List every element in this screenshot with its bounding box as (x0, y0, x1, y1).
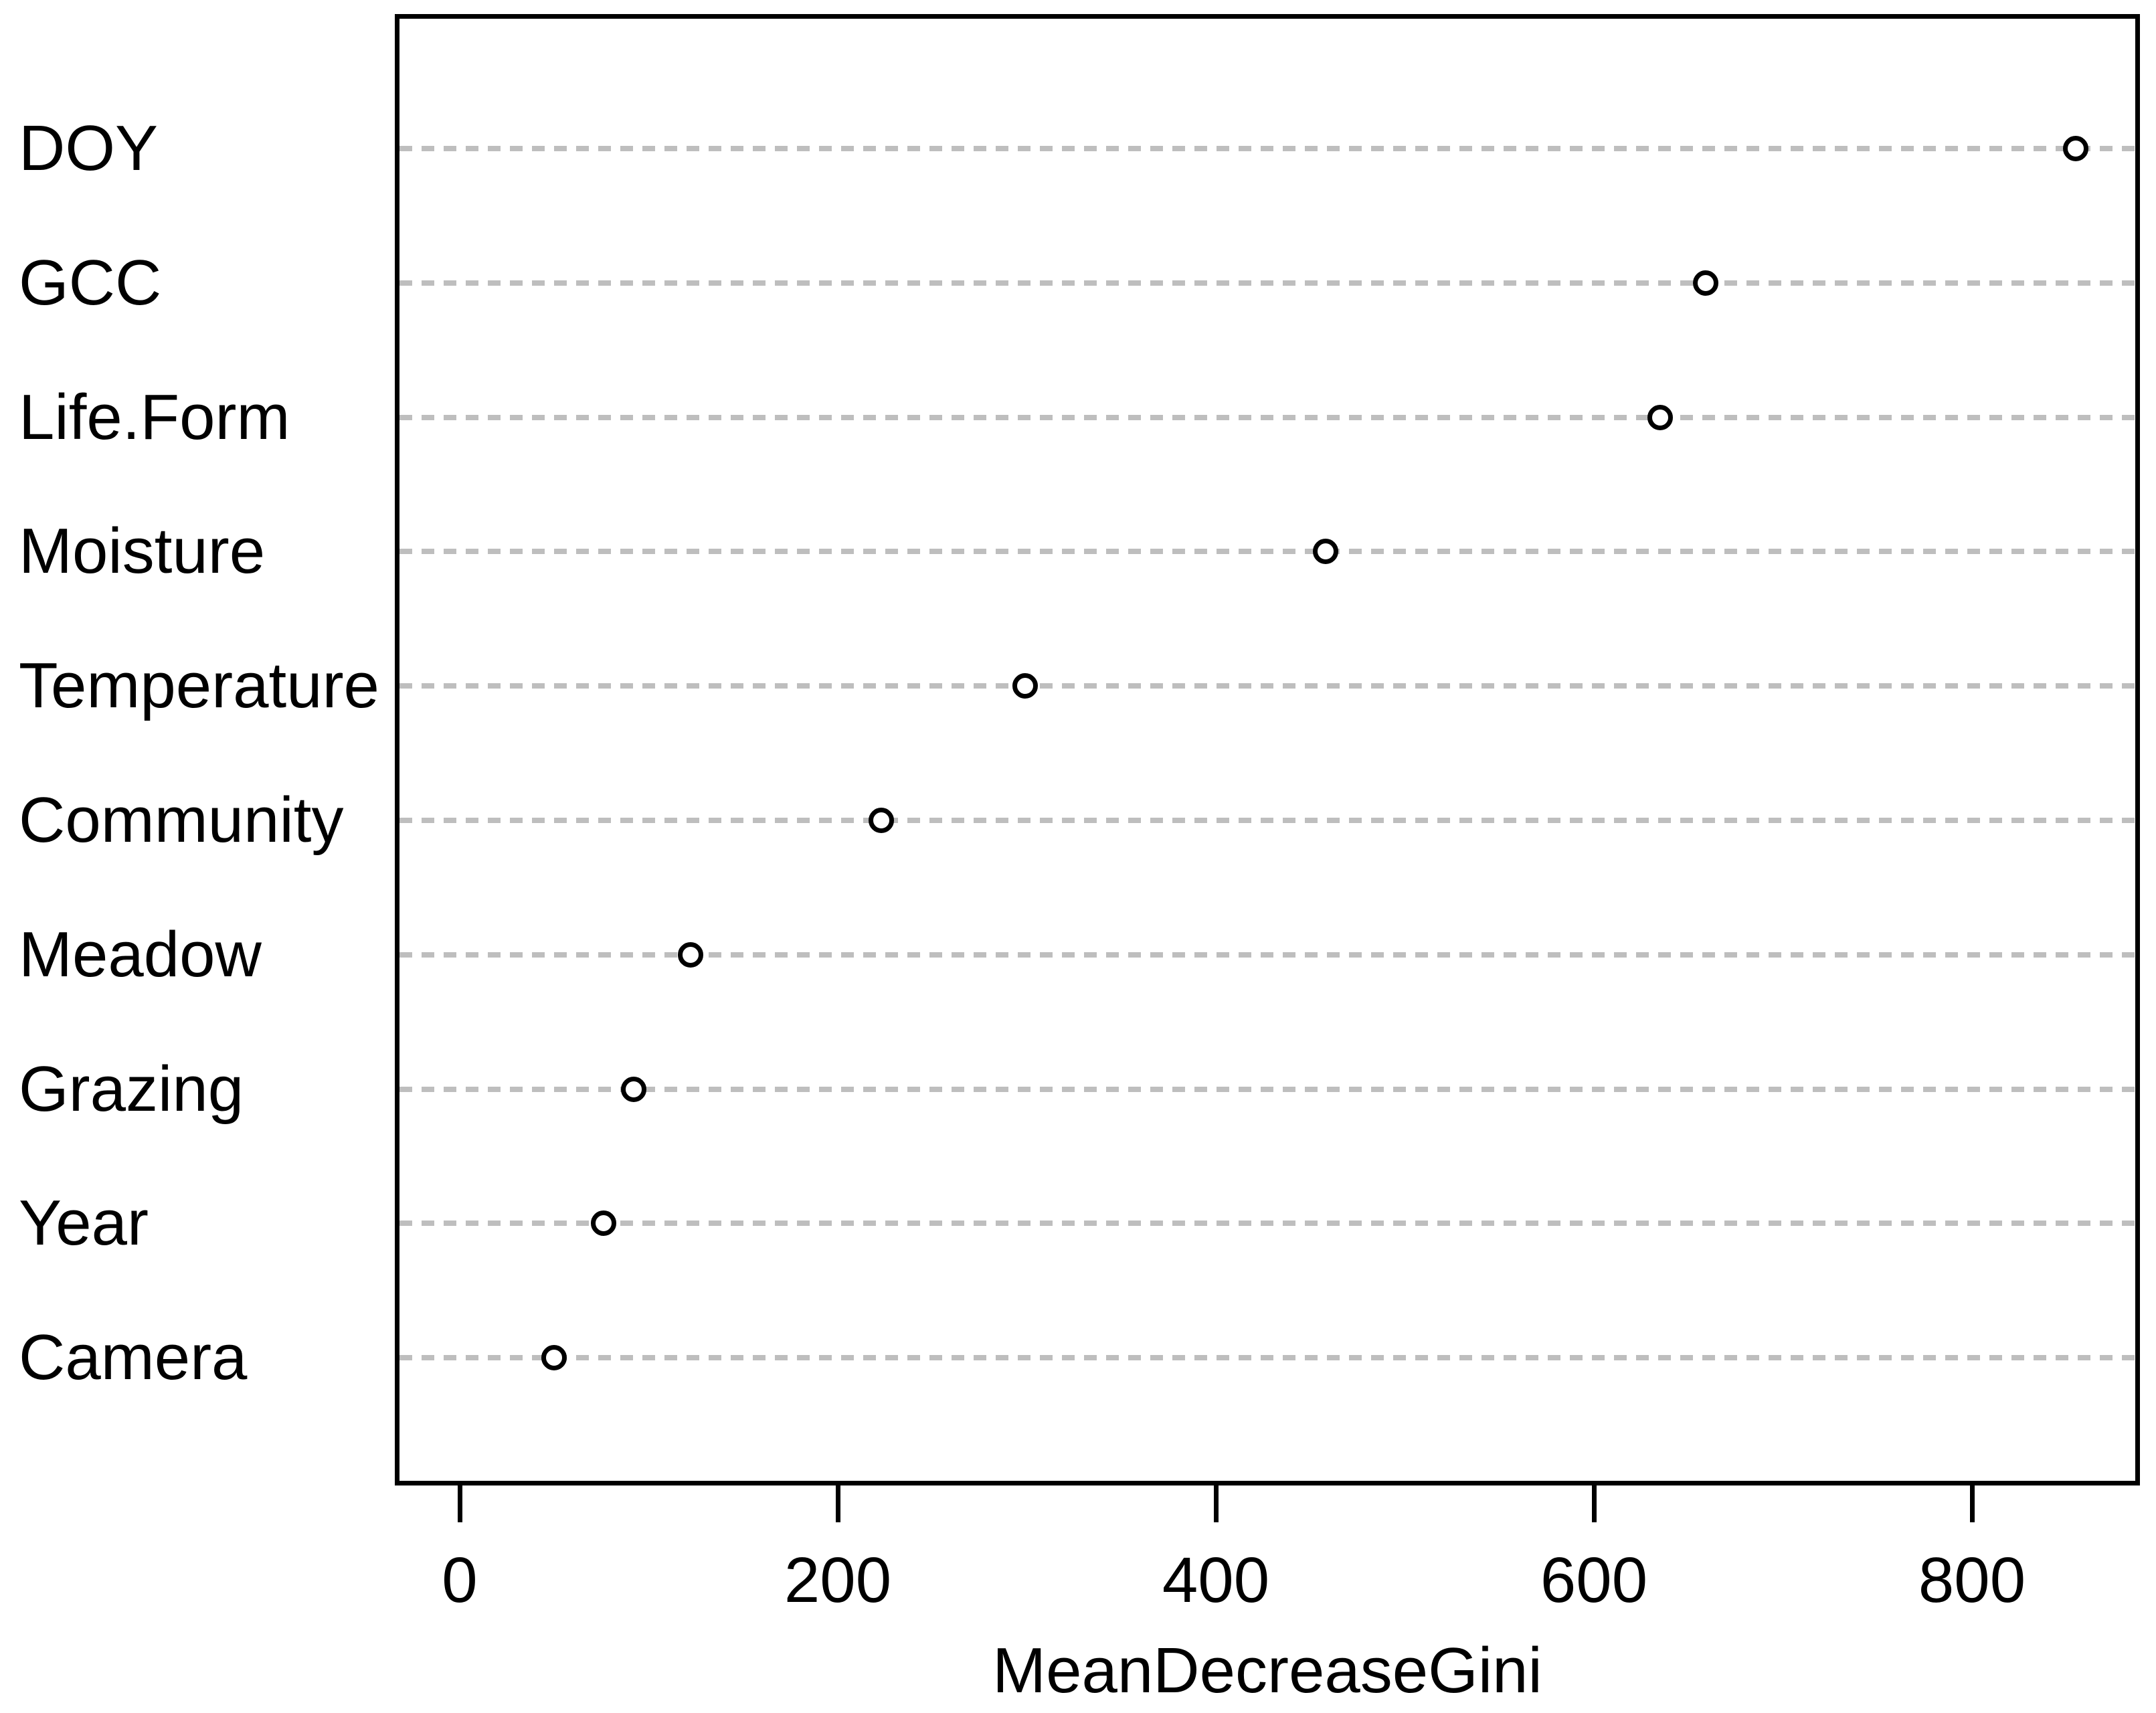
data-point-life-form (1647, 404, 1673, 430)
gridline (399, 952, 2135, 958)
x-axis-tick (1213, 1485, 1219, 1522)
x-axis-tick (457, 1485, 462, 1522)
gridline (399, 1221, 2135, 1227)
data-point-doy (2063, 136, 2089, 161)
y-axis-label: Moisture (19, 515, 266, 588)
plot-area (395, 14, 2140, 1485)
gridline (399, 1086, 2135, 1092)
gridline (399, 683, 2135, 689)
gridline (399, 818, 2135, 823)
y-axis-label: GCC (19, 246, 162, 319)
data-point-community (868, 808, 894, 833)
x-axis-title: MeanDecreaseGini (992, 1635, 1542, 1706)
x-axis-tick-label: 800 (1918, 1544, 2026, 1616)
data-point-camera (541, 1345, 567, 1371)
x-axis-tick (1591, 1485, 1597, 1522)
data-point-moisture (1312, 539, 1338, 565)
gridline (399, 146, 2135, 151)
y-axis-label: Community (19, 784, 344, 856)
gridline (399, 414, 2135, 420)
x-axis-tick (1969, 1485, 1975, 1522)
x-axis-tick-label: 200 (784, 1544, 892, 1616)
data-point-meadow (677, 941, 703, 968)
y-axis-label: Year (19, 1187, 149, 1259)
y-axis-label: Life.Form (19, 381, 290, 453)
y-axis-label: Camera (19, 1322, 248, 1394)
data-point-grazing (620, 1076, 646, 1102)
data-point-gcc (1692, 270, 1718, 296)
y-axis-label: DOY (19, 112, 159, 184)
gridline (399, 280, 2135, 286)
gridline (399, 549, 2135, 555)
y-axis-label: Meadow (19, 918, 262, 990)
x-axis-tick (835, 1485, 840, 1522)
gridline (399, 1355, 2135, 1361)
data-point-year (590, 1210, 616, 1237)
y-axis-label: Grazing (19, 1053, 244, 1125)
x-axis-tick-label: 0 (442, 1544, 478, 1616)
y-axis-label: Temperature (19, 650, 379, 722)
x-axis-tick-label: 600 (1540, 1544, 1648, 1616)
data-point-temperature (1012, 673, 1038, 699)
x-axis-tick-label: 400 (1162, 1544, 1270, 1616)
